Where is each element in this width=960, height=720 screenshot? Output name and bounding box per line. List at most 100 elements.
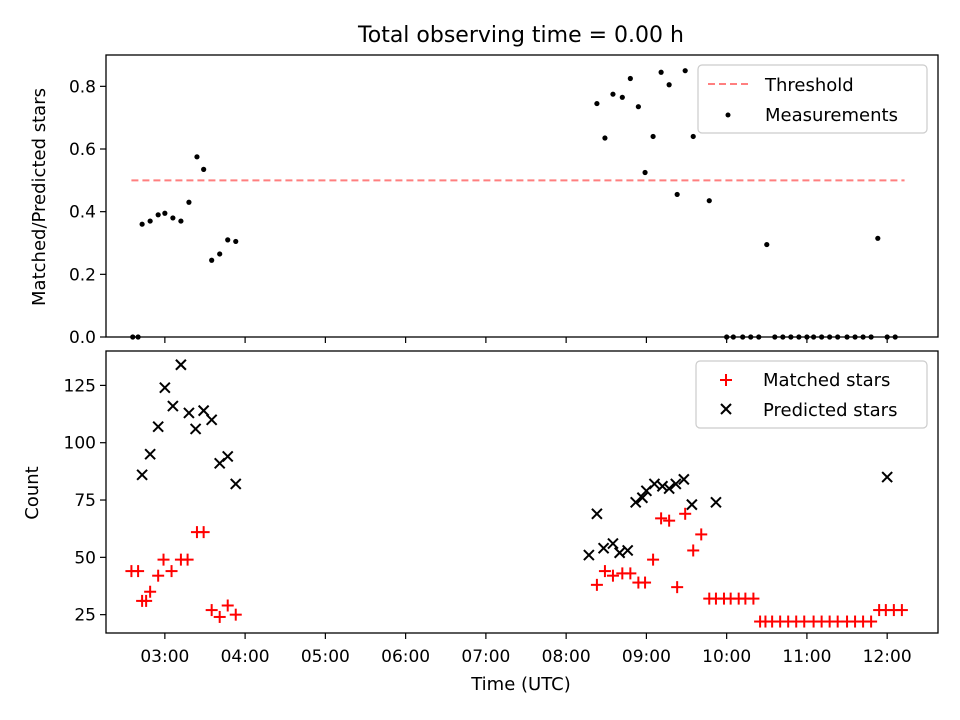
matched-star-marker	[606, 569, 619, 582]
x-tick-label: 07:00	[461, 647, 510, 667]
matched-star-marker	[655, 512, 668, 525]
top-y-axis-label: Matched/Predicted stars	[29, 88, 50, 306]
matched-star-marker	[624, 567, 637, 580]
matched-star-marker	[687, 544, 700, 557]
matched-star-marker	[679, 507, 692, 520]
measurement-point	[209, 257, 215, 263]
matched-star-marker	[747, 592, 760, 605]
measurements-legend-label: Measurements	[765, 105, 898, 126]
measurement-point	[602, 135, 608, 141]
measurement-point	[162, 210, 168, 216]
matched-star-marker	[144, 585, 157, 598]
predicted-star-marker	[175, 359, 187, 371]
measurement-point	[650, 133, 656, 140]
measurement-point	[674, 191, 680, 198]
predicted-star-marker	[607, 537, 619, 550]
measurement-point	[186, 199, 192, 205]
x-tick-label: 08:00	[542, 647, 591, 667]
x-tick-label: 03:00	[140, 647, 189, 667]
x-tick-label: 11:00	[782, 647, 831, 667]
top-ytick-label: 0.4	[69, 203, 96, 223]
measurement-point	[682, 68, 688, 74]
measurement-point	[610, 91, 616, 97]
measurement-point	[201, 166, 207, 172]
predicted-legend-label: Predicted stars	[763, 400, 897, 421]
predicted-star-marker	[648, 478, 661, 490]
top-ytick-label: 0.8	[69, 77, 96, 97]
top-ytick-label: 0.6	[69, 140, 96, 160]
bottom-legend: Matched stars Predicted stars	[695, 360, 928, 429]
matched-star-marker	[221, 599, 234, 612]
matched-star-marker	[647, 553, 660, 566]
matched-star-marker	[671, 581, 684, 594]
matched-star-marker	[229, 608, 242, 621]
bottom-y-axis-label: Count	[22, 466, 43, 519]
matched-star-marker	[895, 604, 908, 617]
x-tick-label: 05:00	[301, 647, 350, 667]
predicted-star-marker	[663, 482, 675, 495]
predicted-star-marker	[152, 420, 164, 433]
predicted-star-marker	[197, 404, 210, 417]
x-tick-label: 04:00	[221, 647, 270, 667]
predicted-star-marker	[686, 498, 698, 511]
matched-star-marker	[639, 576, 652, 589]
top-legend-box	[697, 64, 928, 134]
measurement-point	[594, 100, 600, 107]
predicted-star-marker	[230, 478, 242, 490]
measurement-point	[627, 75, 633, 82]
predicted-star-marker	[144, 448, 156, 460]
predicted-star-marker	[159, 381, 171, 394]
predicted-star-marker	[656, 480, 669, 492]
matched-star-marker	[165, 565, 178, 578]
bottom-ytick-label: 125	[64, 376, 96, 396]
measurements-legend-swatch	[725, 112, 731, 118]
matched-star-marker	[132, 565, 145, 578]
predicted-star-marker	[205, 414, 218, 426]
matched-star-marker	[152, 569, 165, 582]
top-plot-frame	[105, 54, 939, 338]
predicted-star-marker	[597, 542, 610, 554]
bottom-ytick-label: 50	[74, 548, 96, 568]
measurement-point	[139, 221, 145, 227]
predicted-star-marker	[167, 400, 179, 412]
measurement-point	[217, 251, 223, 257]
measurement-point	[658, 69, 664, 75]
predicted-star-marker	[629, 496, 642, 509]
top-ytick-label: 0.2	[69, 265, 96, 285]
top-legend: Threshold Measurements	[697, 64, 928, 134]
measurement-point	[155, 212, 161, 218]
measurement-point	[690, 133, 696, 140]
top-chart-title: Total observing time = 0.00 h	[357, 23, 684, 48]
predicted-star-marker	[183, 407, 195, 419]
bottom-ytick-label: 25	[74, 606, 96, 626]
predicted-star-marker	[621, 544, 634, 557]
matched-legend-label: Matched stars	[763, 370, 890, 391]
bottom-ytick-label: 75	[74, 491, 96, 511]
measurement-point	[875, 235, 881, 241]
measurement-point	[233, 238, 239, 245]
predicted-legend-swatch	[720, 403, 732, 415]
bottom-panel: Count Time (UTC) 25 50 75 100 125 03:00 04:00…	[22, 350, 939, 695]
measurement-point	[706, 198, 712, 204]
predicted-star-marker	[136, 469, 148, 481]
x-tick-label: 06:00	[381, 647, 430, 667]
matched-star-marker	[598, 565, 611, 578]
x-axis-label: Time (UTC)	[470, 674, 571, 695]
bottom-plot-frame	[105, 350, 939, 634]
measurement-point	[147, 218, 153, 224]
top-panel: Total observing time = 0.00 h Matched/Pr…	[29, 23, 939, 348]
matched-star-marker	[695, 528, 708, 541]
matched-star-marker	[205, 604, 218, 617]
predicted-star-marker	[583, 549, 595, 561]
matched-star-marker	[663, 514, 676, 527]
predicted-star-marker	[222, 450, 234, 463]
measurement-point	[170, 215, 176, 221]
measurement-point	[642, 169, 648, 176]
measurement-point	[178, 218, 184, 224]
predicted-star-marker	[670, 478, 682, 490]
x-tick-label: 10:00	[702, 647, 751, 667]
matched-legend-swatch	[720, 374, 732, 386]
bottom-legend-box	[695, 360, 928, 429]
measurement-point	[666, 82, 672, 88]
